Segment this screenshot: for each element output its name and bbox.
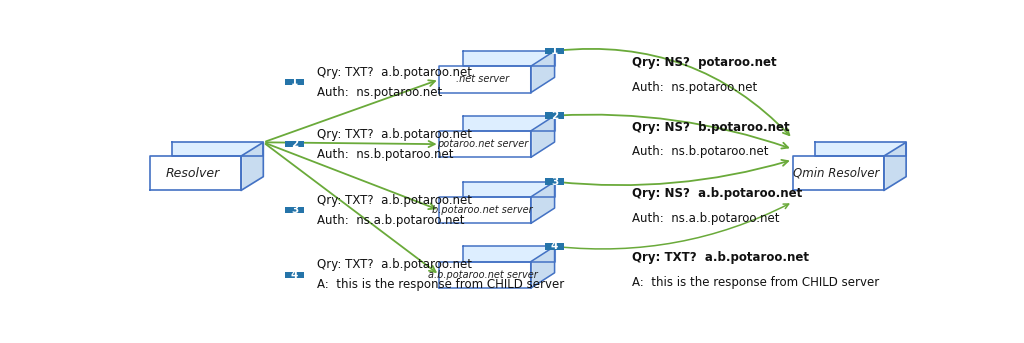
Text: Auth:  ns.b.potaroo.net: Auth: ns.b.potaroo.net xyxy=(316,147,454,161)
Text: Qry: TXT?  a.b.potaroo.net: Qry: TXT? a.b.potaroo.net xyxy=(316,259,472,271)
Text: 3: 3 xyxy=(551,177,558,187)
Text: A:  this is the response from CHILD server: A: this is the response from CHILD serve… xyxy=(316,278,564,291)
Text: Auth:  ns.a.b.potaroo.net: Auth: ns.a.b.potaroo.net xyxy=(316,214,464,227)
Bar xyxy=(545,178,564,185)
Text: .net server: .net server xyxy=(456,74,509,84)
Text: Auth:  ns.potaroo.net: Auth: ns.potaroo.net xyxy=(632,81,757,94)
Bar xyxy=(285,272,304,278)
Polygon shape xyxy=(150,156,241,190)
Polygon shape xyxy=(439,197,530,223)
Text: A:  this is the response from CHILD server: A: this is the response from CHILD serve… xyxy=(632,276,880,289)
FancyArrowPatch shape xyxy=(557,204,788,249)
Polygon shape xyxy=(884,142,906,190)
Polygon shape xyxy=(241,142,263,190)
FancyArrowPatch shape xyxy=(266,141,435,147)
FancyArrowPatch shape xyxy=(557,160,788,185)
Text: b.potaroo.net server: b.potaroo.net server xyxy=(432,205,534,215)
Bar xyxy=(545,48,564,54)
Text: 2: 2 xyxy=(291,139,298,149)
Polygon shape xyxy=(530,246,555,288)
Text: Qry: TXT?  a.b.potaroo.net: Qry: TXT? a.b.potaroo.net xyxy=(632,251,809,264)
Text: 2: 2 xyxy=(551,111,558,121)
Bar xyxy=(285,207,304,213)
Text: Auth:  ns.b.potaroo.net: Auth: ns.b.potaroo.net xyxy=(632,145,768,158)
Text: Qry: TXT?  a.b.potaroo.net: Qry: TXT? a.b.potaroo.net xyxy=(316,128,472,141)
Text: Qry: NS?  a.b.potaroo.net: Qry: NS? a.b.potaroo.net xyxy=(632,187,802,200)
Text: 1: 1 xyxy=(551,46,558,56)
Polygon shape xyxy=(463,116,555,131)
FancyArrowPatch shape xyxy=(557,49,790,135)
Text: Qry: NS?  potaroo.net: Qry: NS? potaroo.net xyxy=(632,56,776,69)
FancyArrowPatch shape xyxy=(266,143,435,209)
Text: 4: 4 xyxy=(551,241,558,251)
Polygon shape xyxy=(530,182,555,223)
Bar xyxy=(285,141,304,147)
Text: Qry: TXT?  a.b.potaroo.net: Qry: TXT? a.b.potaroo.net xyxy=(316,66,472,79)
Polygon shape xyxy=(439,262,530,288)
Polygon shape xyxy=(439,131,530,157)
FancyArrowPatch shape xyxy=(557,115,788,149)
Bar xyxy=(285,79,304,85)
Polygon shape xyxy=(172,142,263,156)
Polygon shape xyxy=(463,182,555,197)
Polygon shape xyxy=(793,156,884,190)
Polygon shape xyxy=(530,51,555,93)
Polygon shape xyxy=(463,246,555,262)
FancyArrowPatch shape xyxy=(266,80,435,141)
Text: Qry: NS?  b.potaroo.net: Qry: NS? b.potaroo.net xyxy=(632,121,790,134)
Polygon shape xyxy=(463,51,555,66)
Text: Qmin Resolver: Qmin Resolver xyxy=(793,167,880,180)
Text: 1: 1 xyxy=(291,77,298,87)
Text: Auth:  ns.a.b.potaroo.net: Auth: ns.a.b.potaroo.net xyxy=(632,212,779,225)
Polygon shape xyxy=(815,142,906,156)
Polygon shape xyxy=(530,116,555,157)
Bar xyxy=(545,243,564,250)
Text: 3: 3 xyxy=(291,205,298,215)
Polygon shape xyxy=(439,66,530,93)
Text: Qry: TXT?  a.b.potaroo.net: Qry: TXT? a.b.potaroo.net xyxy=(316,194,472,207)
FancyArrowPatch shape xyxy=(265,144,435,272)
Text: 4: 4 xyxy=(291,270,298,280)
Text: potaroo.net server: potaroo.net server xyxy=(437,139,528,149)
Text: Auth:  ns.potaroo.net: Auth: ns.potaroo.net xyxy=(316,85,442,98)
Bar xyxy=(545,113,564,119)
Text: Resolver: Resolver xyxy=(166,167,220,180)
Text: a.b.potaroo.net server: a.b.potaroo.net server xyxy=(428,270,538,280)
